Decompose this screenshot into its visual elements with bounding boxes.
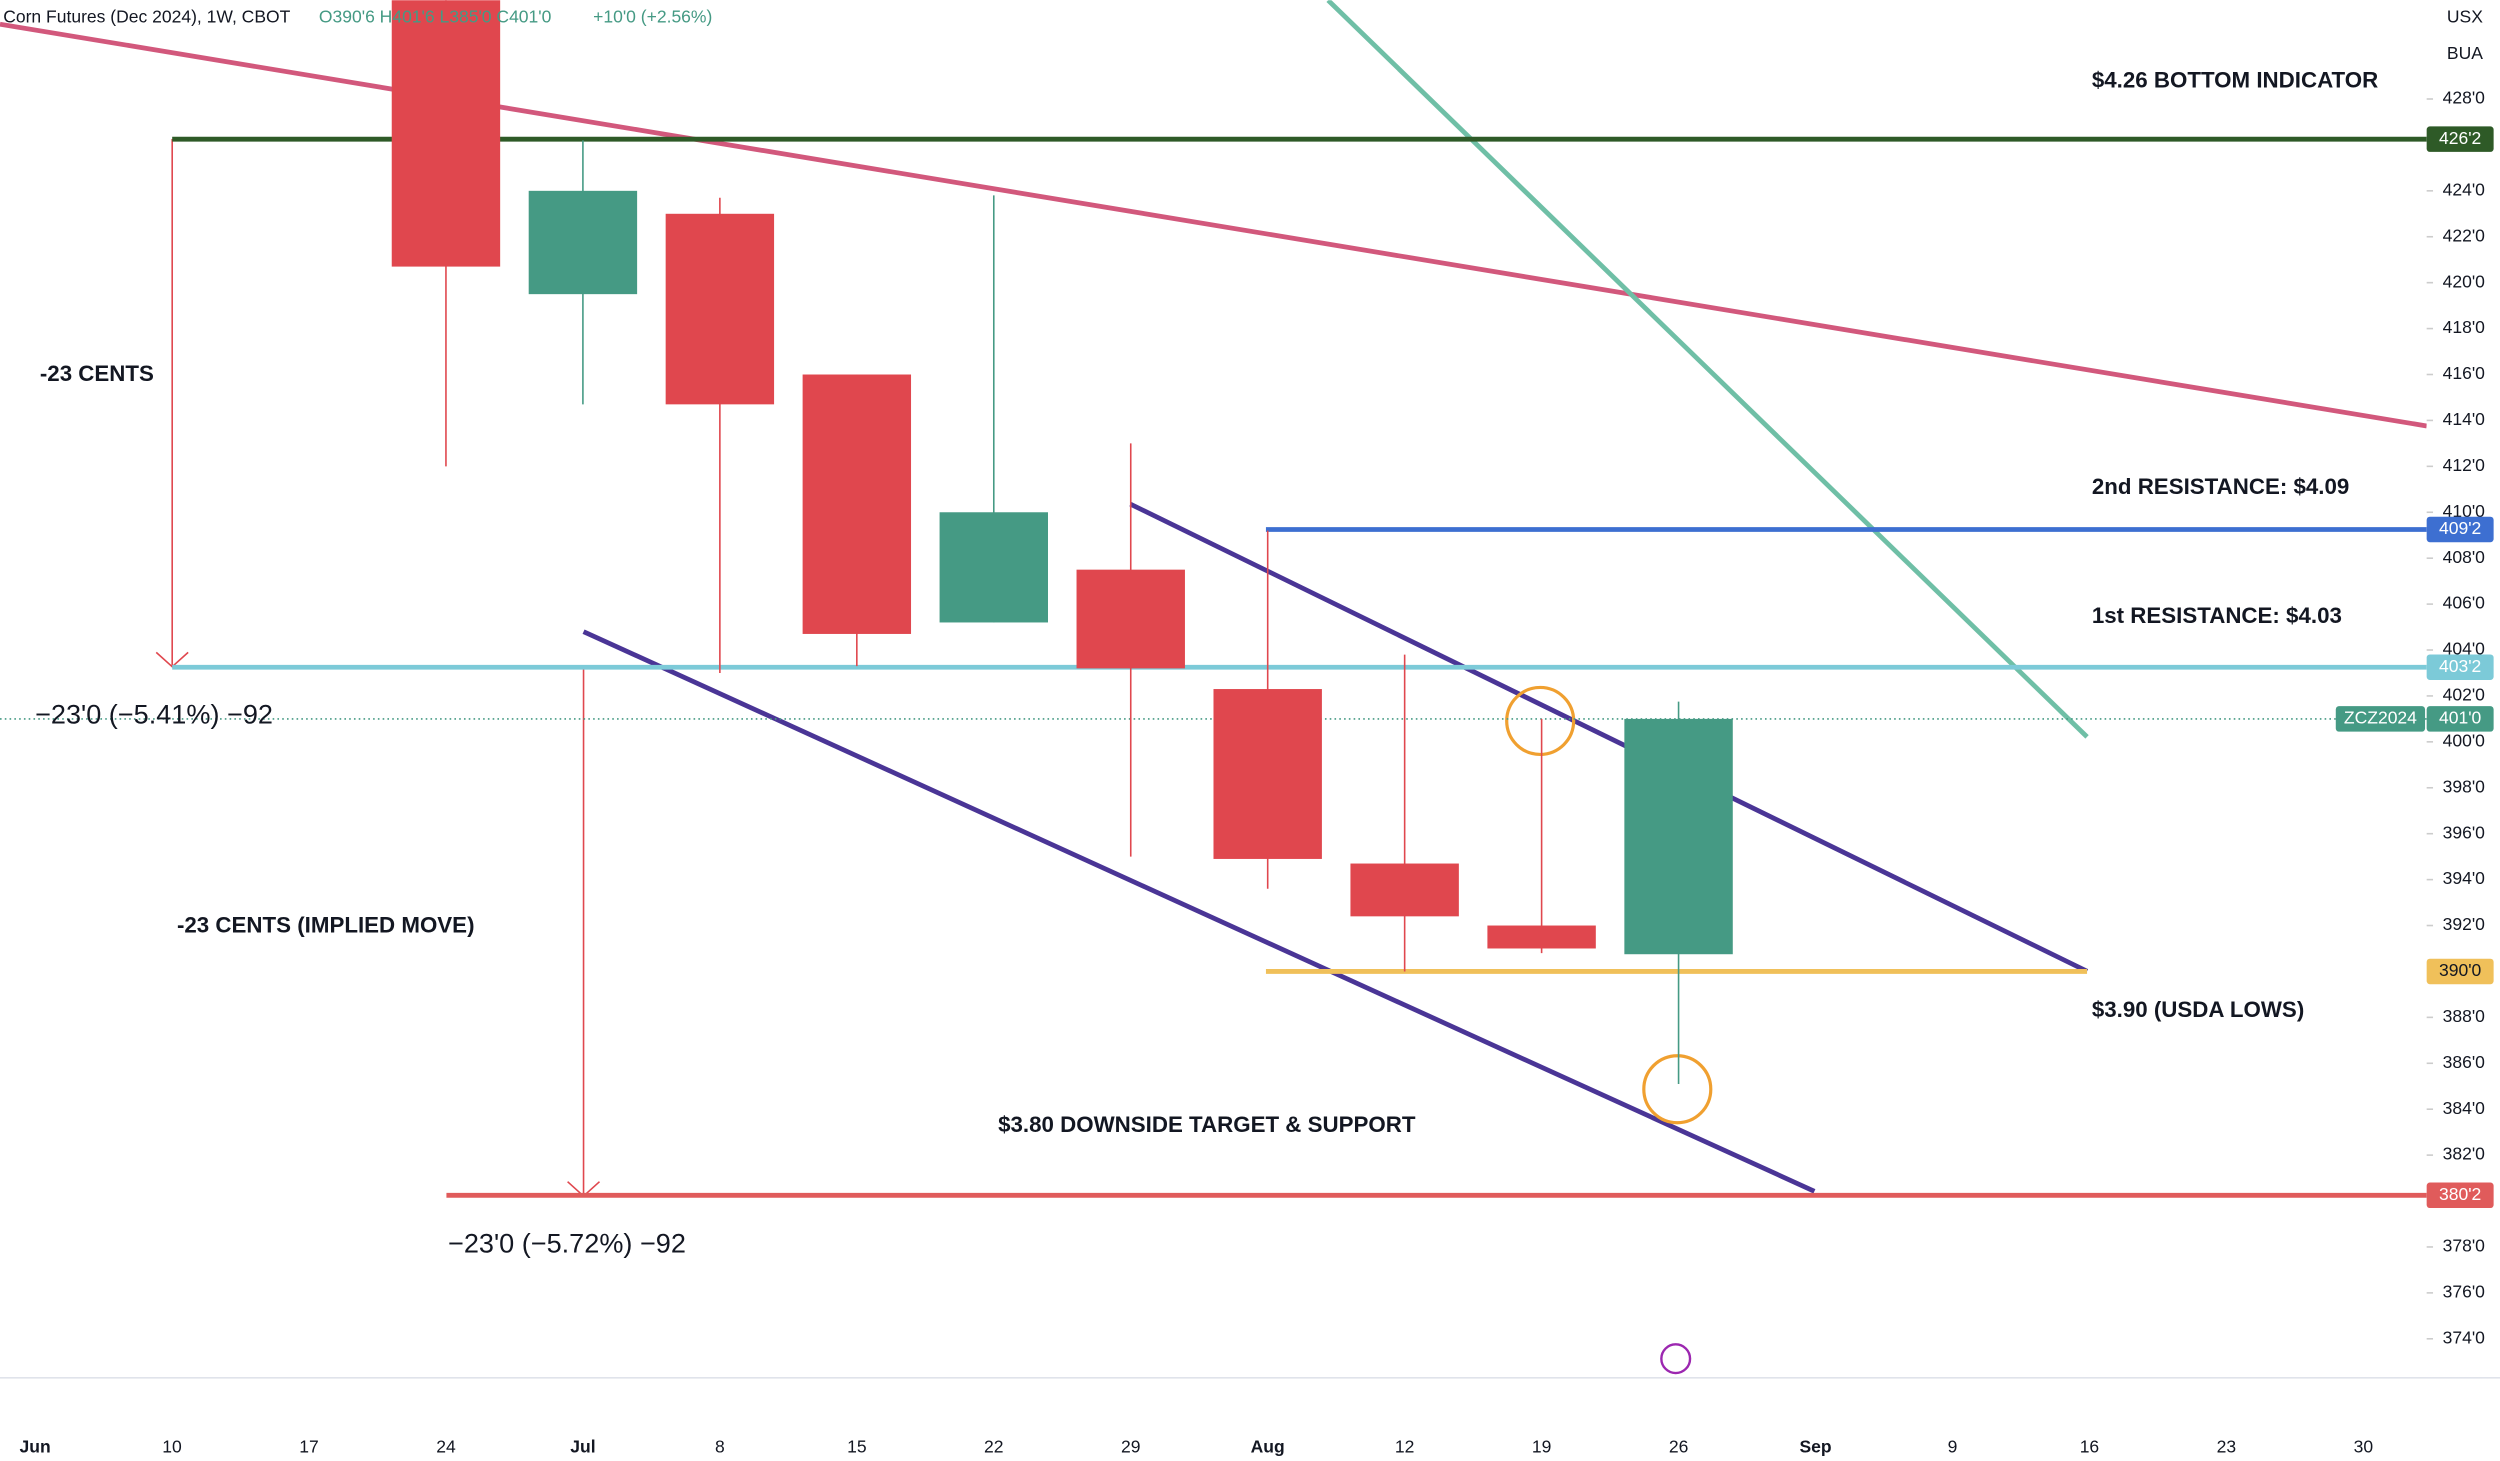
level-label: 390'0 (2439, 960, 2482, 980)
y-tick-label: 424'0 (2443, 179, 2486, 199)
annotation: $3.90 (USDA LOWS) (2092, 997, 2304, 1022)
x-tick-label: Jul (570, 1437, 595, 1457)
y-tick-label: 428'0 (2443, 88, 2486, 108)
y-tick-label: 398'0 (2443, 776, 2486, 796)
y-tick-label: 418'0 (2443, 317, 2486, 337)
x-tick-label: 8 (715, 1437, 725, 1457)
change: +10'0 (+2.56%) (593, 6, 712, 26)
x-tick-label: Jun (20, 1437, 51, 1457)
x-tick-label: 22 (984, 1437, 1003, 1457)
y-tick-label: 384'0 (2443, 1098, 2486, 1118)
highlight-circle (1642, 1054, 1713, 1125)
annotation: -23 CENTS (IMPLIED MOVE) (177, 913, 475, 938)
x-tick-label: 9 (1948, 1437, 1958, 1457)
x-tick-label: 15 (847, 1437, 866, 1457)
y-tick-label: 394'0 (2443, 868, 2486, 888)
measure-label: −23'0 (−5.41%) −92 (35, 698, 273, 729)
candle-body (1076, 569, 1185, 669)
x-tick-label: 26 (1669, 1437, 1688, 1457)
annotation: $3.80 DOWNSIDE TARGET & SUPPORT (998, 1112, 1416, 1137)
event-icon[interactable] (1660, 1343, 1692, 1375)
y-tick-label: 376'0 (2443, 1281, 2486, 1301)
y-tick-label: 402'0 (2443, 685, 2486, 705)
annotation: 2nd RESISTANCE: $4.09 (2092, 474, 2350, 499)
channel-line (582, 629, 1816, 1194)
currency[interactable]: USX (2447, 6, 2483, 26)
chart-title: Corn Futures (Dec 2024), 1W, CBOT (3, 6, 290, 26)
price-tag (2426, 706, 2494, 732)
level-label: 380'2 (2439, 1184, 2481, 1204)
annotation: -23 CENTS (40, 361, 154, 386)
symbol-tag (2335, 706, 2426, 732)
level-label: 403'2 (2439, 656, 2481, 676)
y-tick-label: 404'0 (2443, 639, 2486, 659)
y-tick-label: 378'0 (2443, 1236, 2486, 1256)
candle-body (1213, 689, 1322, 859)
x-tick-label: 24 (436, 1437, 456, 1457)
x-tick-label: 23 (2217, 1437, 2236, 1457)
y-tick-label: 396'0 (2443, 822, 2486, 842)
x-tick-label: 17 (299, 1437, 318, 1457)
x-tick-label: Sep (1799, 1437, 1831, 1457)
price-label: 401'0 (2439, 708, 2482, 728)
y-tick-label: 386'0 (2443, 1052, 2486, 1072)
unit[interactable]: BUA (2447, 43, 2483, 63)
level-tag (2426, 126, 2494, 152)
candle-body (665, 213, 775, 405)
x-tick-label: 16 (2080, 1437, 2099, 1457)
measure-label: −23'0 (−5.72%) −92 (448, 1228, 686, 1259)
level-label: 409'2 (2439, 518, 2481, 538)
level-tag (2426, 516, 2494, 543)
y-tick-label: 382'0 (2443, 1144, 2486, 1164)
symbol: ZCZ2024 (2344, 708, 2417, 728)
x-tick-label: 19 (1532, 1437, 1551, 1457)
y-tick-label: 414'0 (2443, 409, 2486, 429)
x-tick-label: 29 (1121, 1437, 1140, 1457)
x-tick-label: 30 (2354, 1437, 2374, 1457)
y-tick-label: 412'0 (2443, 455, 2486, 475)
y-tick-label: 406'0 (2443, 593, 2486, 613)
candle-body (1487, 925, 1596, 949)
level-label: 426'2 (2439, 128, 2481, 148)
candle-body (391, 0, 501, 267)
y-tick-label: 400'0 (2443, 730, 2486, 750)
y-tick-label: 420'0 (2443, 271, 2486, 291)
y-tick-label: 410'0 (2443, 501, 2486, 521)
level-tag (2426, 654, 2494, 680)
y-tick-label: 422'0 (2443, 225, 2486, 245)
candle-body (1350, 863, 1459, 917)
ohlc: O390'6 H401'6 L385'0 C401'0 (319, 6, 552, 26)
y-tick-label: 392'0 (2443, 914, 2486, 934)
candle-body (528, 190, 638, 295)
annotation: $4.26 BOTTOM INDICATOR (2092, 67, 2378, 92)
level-tag (2426, 958, 2494, 985)
candle-body (939, 512, 1048, 623)
candle-body (1624, 718, 1733, 955)
x-tick-label: Aug (1251, 1437, 1285, 1457)
y-tick-label: 416'0 (2443, 363, 2486, 383)
annotation: 1st RESISTANCE: $4.03 (2092, 603, 2342, 628)
plot (0, 0, 2427, 1198)
y-tick-label: 408'0 (2443, 547, 2486, 567)
channel-line (1129, 501, 2089, 974)
x-tick-label: 12 (1395, 1437, 1414, 1457)
candle-body (802, 374, 912, 634)
x-tick-label: 10 (162, 1437, 182, 1457)
y-tick-label: 388'0 (2443, 1006, 2486, 1026)
level-tag (2426, 1182, 2494, 1209)
trend-line (1326, 0, 2089, 739)
highlight-circle (1505, 685, 1576, 757)
y-tick-label: 374'0 (2443, 1327, 2486, 1347)
